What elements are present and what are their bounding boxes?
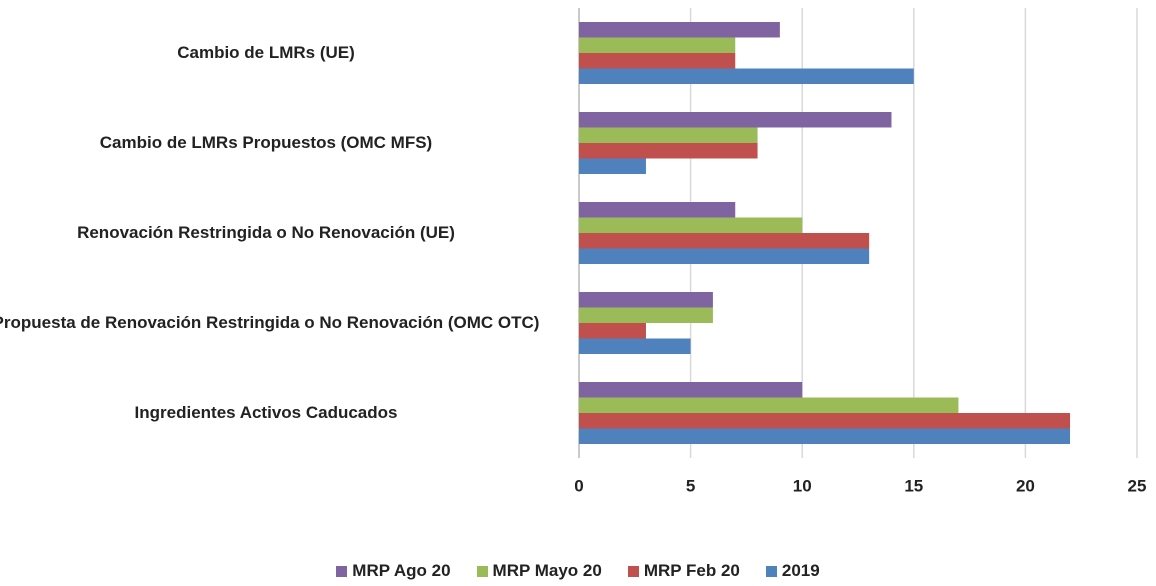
legend-swatch <box>476 565 488 577</box>
legend-label: MRP Mayo 20 <box>492 561 602 580</box>
x-tick-label: 20 <box>1016 476 1035 495</box>
legend-label: MRP Feb 20 <box>643 561 740 580</box>
legend-item: MRP Mayo 20 <box>476 561 602 581</box>
bar <box>579 428 1071 444</box>
bar <box>579 323 646 339</box>
bar <box>579 233 870 249</box>
bar <box>579 248 870 264</box>
bar <box>579 202 736 218</box>
legend-swatch <box>765 565 777 577</box>
bar <box>579 22 780 38</box>
bar <box>579 53 736 69</box>
bar <box>579 292 713 308</box>
x-tick-label: 25 <box>1128 476 1147 495</box>
x-tick-label: 15 <box>904 476 923 495</box>
legend-swatch <box>627 565 639 577</box>
bar <box>579 112 892 128</box>
bar <box>579 158 646 174</box>
category-label: Cambio de LMRs (UE) <box>177 43 355 62</box>
bar <box>579 307 713 323</box>
category-label: Propuesta de Renovación Restringida o No… <box>0 313 540 332</box>
bar <box>579 338 691 354</box>
category-label: Cambio de LMRs Propuestos (OMC MFS) <box>99 133 433 152</box>
bar <box>579 68 914 84</box>
category-label: Ingredientes Activos Caducados <box>134 403 398 422</box>
x-tick-label: 10 <box>793 476 812 495</box>
bar <box>579 37 736 53</box>
legend-label: MRP Ago 20 <box>352 561 451 580</box>
x-tick-label: 0 <box>574 476 583 495</box>
bar <box>579 382 803 398</box>
bar <box>579 413 1071 429</box>
bar <box>579 397 959 413</box>
legend-swatch <box>336 565 348 577</box>
legend-item: MRP Ago 20 <box>336 561 451 581</box>
bar <box>579 127 758 143</box>
bar <box>579 217 803 233</box>
legend-item: MRP Feb 20 <box>627 561 740 581</box>
bar <box>579 143 758 159</box>
legend: MRP Ago 20 MRP Mayo 20 MRP Feb 20 2019 <box>0 561 1156 581</box>
legend-item: 2019 <box>765 561 820 581</box>
category-label: Renovación Restringida o No Renovación (… <box>77 223 455 242</box>
legend-label: 2019 <box>781 561 820 580</box>
x-tick-label: 5 <box>686 476 695 495</box>
